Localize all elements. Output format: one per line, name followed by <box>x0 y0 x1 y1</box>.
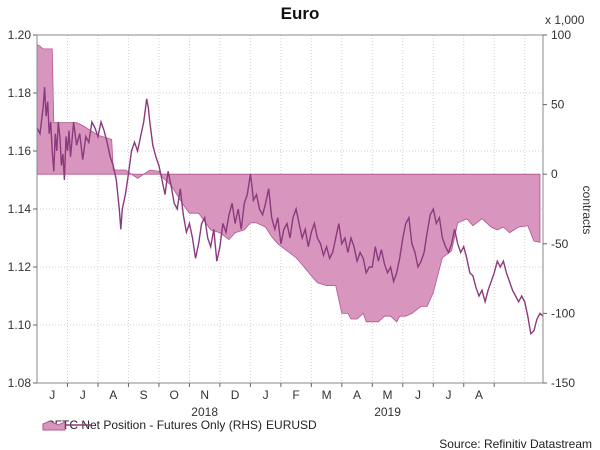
x-axis-month-label: S <box>140 388 148 402</box>
right-axis-unit: x 1,000 <box>545 13 585 27</box>
source-note: Source: Refinitiv Datastream <box>439 437 592 450</box>
x-axis-month-label: J <box>415 388 421 402</box>
x-axis-month-label: A <box>109 388 117 402</box>
right-axis-tick-label: 50 <box>551 98 565 112</box>
chart-title: Euro <box>280 4 320 23</box>
left-axis-tick-label: 1.14 <box>8 202 32 216</box>
left-axis-tick-label: 1.20 <box>8 28 32 42</box>
right-axis-tick-label: 100 <box>551 28 571 42</box>
x-axis-month-label: M <box>322 388 332 402</box>
right-axis-tick-label: -50 <box>551 237 569 251</box>
eurusd-line <box>36 87 544 336</box>
x-axis-month-label: A <box>353 388 361 402</box>
right-axis-tick-label: -100 <box>551 306 575 320</box>
legend-line-swatch <box>65 424 91 426</box>
x-axis-month-label: M <box>383 388 393 402</box>
x-axis-month-label: J <box>263 388 269 402</box>
x-axis-year-label: 2018 <box>191 405 218 419</box>
left-axis-tick-label: 1.18 <box>8 86 32 100</box>
x-axis-month-label: A <box>475 388 483 402</box>
x-axis-month-label: O <box>169 388 178 402</box>
x-axis-month-label: J <box>80 388 86 402</box>
left-axis-tick-label: 1.10 <box>8 318 32 332</box>
right-axis-tick-label: -150 <box>551 376 575 390</box>
legend-area-label: CFTC Net Position - Futures Only (RHS) <box>46 418 263 432</box>
x-axis-month-label: D <box>231 388 240 402</box>
right-axis-tick-label: 0 <box>551 167 558 181</box>
legend-line-label: EURUSD <box>266 418 317 432</box>
right-axis-label: contracts <box>580 186 594 235</box>
x-axis-year-label: 2019 <box>374 405 401 419</box>
legend-area-swatch <box>42 420 66 431</box>
x-axis-month-label: N <box>200 388 209 402</box>
x-axis-month-label: F <box>292 388 299 402</box>
left-axis-tick-label: 1.16 <box>8 144 32 158</box>
left-axis-tick-label: 1.08 <box>8 376 32 390</box>
legend: CFTC Net Position - Futures Only (RHS) E… <box>42 418 317 432</box>
x-axis-month-label: J <box>49 388 55 402</box>
left-axis-tick-label: 1.12 <box>8 260 32 274</box>
x-axis-month-label: J <box>446 388 452 402</box>
net-position-area <box>36 44 541 323</box>
